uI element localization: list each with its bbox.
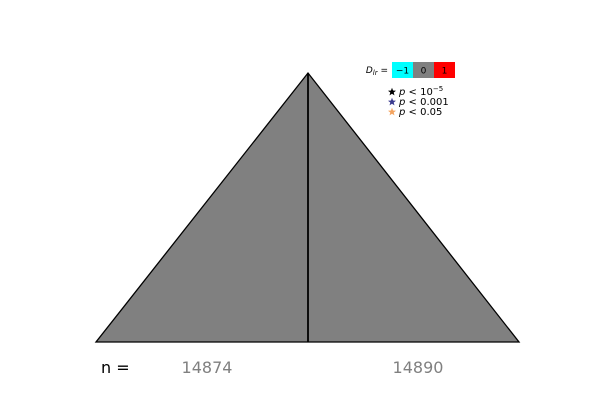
colorbar: Dlr = −1 0 1 [366,62,455,78]
colorbar-label: Dlr = [366,66,388,77]
star-icon [388,97,396,106]
significance-label: p < 10−5 [398,85,443,98]
colorbar-label-subscript: lr [373,69,379,77]
colorbar-swatch [413,62,434,78]
colorbar-label-suffix: = [378,66,388,76]
colorbar-tick-label: −1 [396,67,409,77]
colorbar-label-prefix: D [366,66,373,76]
star-icon [388,87,396,96]
left-n-value: 14874 [182,358,233,377]
colorbar-swatch [434,62,455,78]
star-icon [388,107,396,116]
sample-size-row: n = 14874 14890 [101,358,443,377]
right-n-value: 14890 [393,358,444,377]
n-label: n = [101,358,130,377]
significance-label: p < 0.001 [398,97,449,108]
colorbar-tick-label: 0 [421,67,427,77]
significance-label: p < 0.05 [398,107,442,118]
colorbar-swatch [392,62,413,78]
triangle-panels [94,71,521,343]
colorbar-tick-label: 1 [442,67,448,77]
